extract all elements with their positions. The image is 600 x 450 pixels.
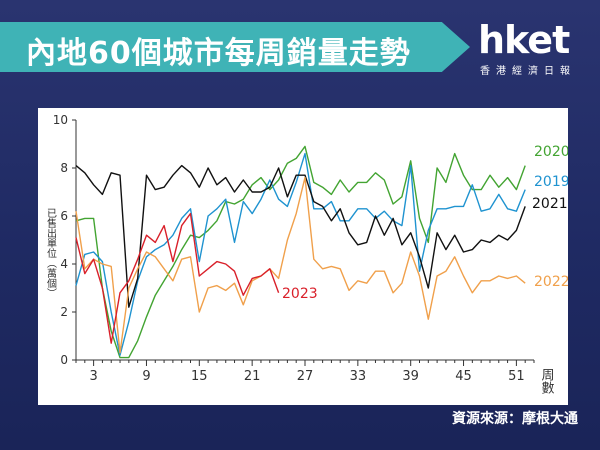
x-tick-label: 45 — [455, 369, 472, 384]
source-note: 資源來源：摩根大通 — [452, 411, 578, 427]
y-axis-label: 已售出單位（萬個） — [45, 208, 57, 298]
chart-panel: 0 2 4 6 8 10 3 9 15 21 27 33 39 45 51 已售出單位（萬個） 周數 2020 2… — [38, 108, 570, 405]
labels-layer: 2020 2019 2021 2022 2023 — [282, 144, 570, 302]
x-tick-label: 15 — [191, 369, 208, 384]
series-layer — [75, 145, 526, 359]
y-tick-label: 2 — [60, 305, 68, 319]
title-banner — [0, 22, 470, 72]
series-label-2022: 2022 — [534, 274, 568, 290]
y-tick-label: 8 — [60, 161, 68, 175]
series-line-2023 — [75, 212, 280, 344]
logo-wordmark: hket — [478, 18, 570, 62]
x-tick-label: 33 — [350, 369, 367, 384]
x-axis-label: 周數 — [539, 368, 555, 395]
y-tick-label: 4 — [60, 257, 68, 271]
y-tick-label: 6 — [60, 209, 68, 223]
y-tick-label: 0 — [60, 353, 68, 367]
page-title: 內地60個城市每周銷量走勢 — [26, 36, 411, 71]
series-label-2019: 2019 — [534, 174, 568, 190]
x-tick-label: 39 — [402, 369, 419, 384]
series-label-2021: 2021 — [532, 196, 568, 212]
series-line-2020 — [75, 145, 526, 359]
series-line-2021 — [75, 164, 526, 308]
series-label-2020: 2020 — [534, 144, 568, 160]
x-tick-label: 21 — [244, 369, 261, 384]
series-line-2019 — [75, 152, 526, 356]
hket-logo: hket 香港經濟日報 — [478, 18, 588, 80]
series-label-2023: 2023 — [282, 286, 318, 302]
x-tick-label: 9 — [142, 369, 150, 384]
x-tick-label: 27 — [297, 369, 314, 384]
x-tick-label: 51 — [508, 369, 525, 384]
logo-subtitle: 香港經濟日報 — [480, 66, 576, 77]
series-line-2022 — [75, 176, 526, 354]
y-tick-label: 10 — [53, 113, 68, 127]
x-tick-label: 3 — [89, 369, 97, 384]
